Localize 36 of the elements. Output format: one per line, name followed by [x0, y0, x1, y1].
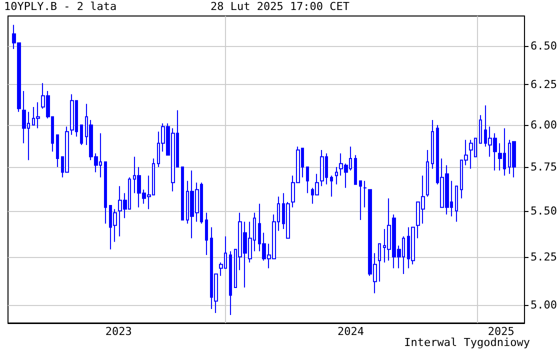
candlestick	[426, 149, 429, 198]
candlestick	[205, 212, 208, 256]
x-tick-label: 2024	[337, 325, 364, 338]
candlestick	[431, 120, 434, 170]
candlestick	[229, 250, 232, 316]
chart-title: 10YPLY.B - 2 lata	[4, 0, 117, 13]
candlestick	[306, 166, 309, 194]
chart-subtitle: 28 Lut 2025 17:00 CET	[210, 0, 350, 13]
candlestick	[56, 134, 59, 168]
y-tick-label: 5.00	[530, 298, 558, 312]
y-tick-label: 6.00	[530, 118, 558, 132]
y-tick-label: 6.25	[530, 78, 558, 92]
y-tick-label: 5.25	[530, 250, 558, 264]
y-tick-label: 5.75	[530, 160, 558, 174]
y-tick-label: 6.50	[530, 39, 558, 52]
candlestick	[70, 94, 74, 136]
y-tick-label: 5.50	[530, 204, 558, 218]
candlestick	[512, 141, 516, 178]
candlestick	[479, 114, 482, 144]
text: Interwal Tygodniowy	[404, 336, 530, 349]
x-tick-label: 2023	[105, 325, 132, 338]
candlestick	[378, 243, 381, 282]
candlestick	[455, 186, 458, 222]
candlestick	[36, 102, 40, 129]
candlestick	[359, 180, 362, 220]
candlestick	[363, 180, 367, 208]
candlestick	[335, 166, 338, 185]
candlestick	[104, 161, 107, 224]
candlestick	[469, 139, 473, 170]
candlestick	[181, 166, 184, 220]
candlestick	[411, 226, 415, 265]
candlestick	[320, 149, 324, 187]
x-tick-label: 2025	[488, 325, 514, 338]
candlestick	[80, 124, 83, 146]
candlestick	[354, 154, 357, 185]
candlestick	[330, 175, 333, 198]
